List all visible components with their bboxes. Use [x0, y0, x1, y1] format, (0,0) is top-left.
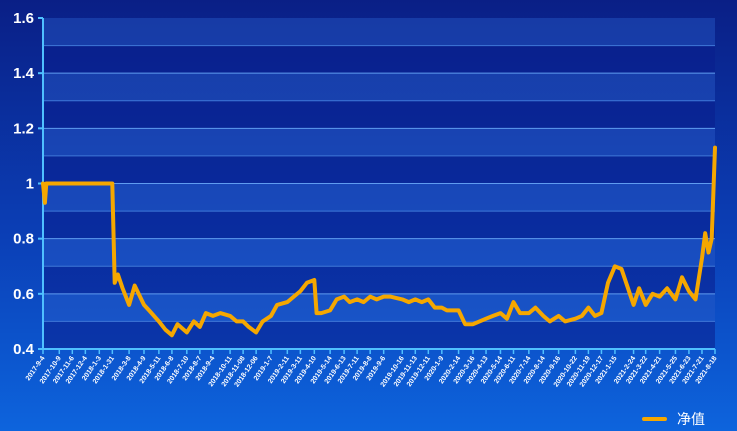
- y-tick-label: 0.6: [13, 286, 34, 303]
- y-tick-label: 1.2: [13, 120, 34, 137]
- y-tick-label: 1.6: [13, 10, 34, 27]
- plot-band: [43, 183, 715, 212]
- plot-band: [43, 18, 715, 46]
- plot-band: [43, 45, 715, 74]
- y-tick-label: 0.8: [13, 231, 34, 248]
- plot-band: [43, 266, 715, 294]
- series-line-jingzhi: [41, 145, 717, 338]
- y-tick-label: 1.4: [13, 65, 35, 82]
- plot-band: [43, 155, 715, 184]
- x-tick-labels: 2017-9-42017-10-92017-11-62017-12-42018-…: [25, 355, 719, 388]
- plot-band: [43, 321, 715, 349]
- plot-band: [43, 238, 715, 267]
- y-tick-label: 1: [26, 176, 34, 193]
- legend[interactable]: 净值: [642, 411, 705, 427]
- gridlines: [43, 45, 715, 322]
- y-tick-label: 0.4: [13, 341, 35, 358]
- plot-band: [43, 73, 715, 101]
- y-tick-labels: 0.4 0.6 0.8 1 1.2 1.4 1.6: [13, 10, 35, 358]
- legend-label: 净值: [677, 411, 705, 427]
- plot-band: [43, 100, 715, 129]
- series-layer: [41, 145, 717, 338]
- plot-band: [43, 211, 715, 239]
- plot-band: [43, 128, 715, 156]
